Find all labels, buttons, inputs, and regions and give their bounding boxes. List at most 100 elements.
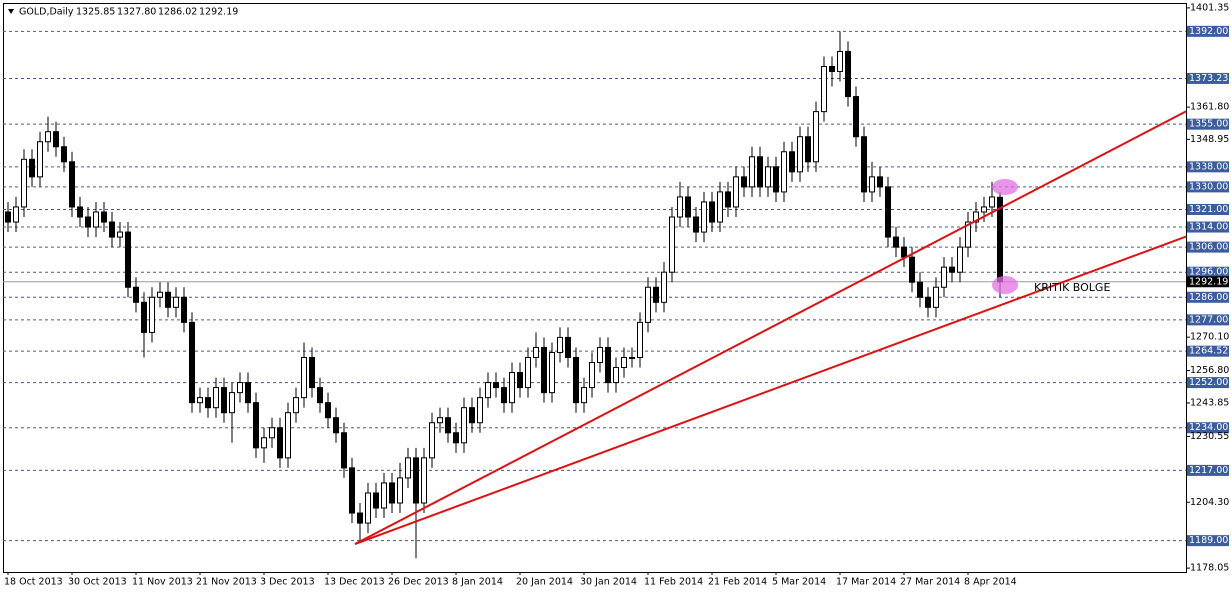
candle-body [413,457,419,504]
level-box [1187,241,1229,253]
candle-body [37,141,43,178]
x-tick-label: 26 Dec 2013 [388,577,449,588]
candle-body [677,196,683,218]
level-label: 1234.00 [1189,422,1228,433]
candle-body [341,432,347,469]
candle-body [77,206,83,218]
candle-body [461,407,467,444]
candle-body [333,417,339,434]
candle-body [581,387,587,404]
candle-body [173,296,179,308]
level-box [1187,25,1229,37]
x-tick-label: 30 Jan 2014 [580,577,637,588]
level-label: 1306.00 [1189,242,1228,253]
candle-body [501,387,507,404]
candle-body [669,216,675,273]
candle-body [405,457,411,479]
candle-body [557,336,563,353]
candle-body [869,176,875,193]
candle-body [701,201,707,233]
candle-body [301,356,307,399]
candle-body [533,346,539,358]
candle-body [421,457,427,504]
candle-body [645,286,651,323]
highlight [992,276,1018,294]
y-tick-label: 1178.05 [1190,563,1229,574]
candle-body [957,246,963,273]
x-tick-label: 27 Mar 2014 [900,577,960,588]
candle-body [509,372,515,404]
candle-body [277,427,283,459]
candle-body [885,186,891,238]
x-tick-label: 5 Mar 2014 [772,577,826,588]
candle-body [749,156,755,188]
bid-box [1187,276,1229,288]
level-label: 1217.00 [1189,465,1228,476]
candle-body [269,427,275,439]
candle-body [525,356,531,389]
candle-body [13,206,19,223]
candle-body [245,382,251,404]
candle-body [589,362,595,389]
candle-body [765,166,771,188]
candle-body [21,158,27,208]
level-box [1187,314,1229,326]
ohlc-open: 1325.85 [76,7,115,18]
candle-body [149,296,155,333]
candle-body [357,512,363,524]
candle-body [605,346,611,384]
candle-body [85,216,91,228]
level-box [1187,291,1229,303]
plot-frame [3,3,1187,573]
candle-body [485,382,491,399]
candle-body [821,65,827,113]
x-tick-label: 21 Nov 2013 [196,577,257,588]
level-box [1187,266,1229,278]
candle-body [285,412,291,459]
x-tick-label: 20 Jan 2014 [516,577,573,588]
candle-body [213,387,219,409]
y-tick-label: 1256.80 [1190,365,1229,376]
candle-body [349,467,355,514]
candle-body [813,111,819,163]
candle-body [829,65,835,72]
candle-body [933,286,939,308]
level-box [1187,464,1229,476]
menu-icon[interactable] [8,9,14,14]
x-tick-label: 11 Nov 2013 [132,577,193,588]
candle-body [637,321,643,358]
candle-body [221,387,227,414]
level-box [1187,161,1229,173]
candle-body [133,286,139,303]
level-label: 1330.00 [1189,181,1228,192]
candle-body [261,437,267,449]
level-box [1187,118,1229,130]
candle-body [365,492,371,524]
candle-body [861,136,867,193]
candle-body [517,372,523,389]
candle-body [389,482,395,504]
candle-body [621,356,627,369]
candle-body [909,256,915,283]
candle-body [61,146,67,163]
candle-body [253,402,259,449]
annotation: KRITIK BOLGE [1034,281,1110,294]
candle-body [613,367,619,384]
candle-body [805,136,811,163]
ohlc-close: 1292.19 [199,7,238,18]
candle-body [445,417,451,434]
candle-body [925,296,931,308]
candle-body [981,206,987,213]
y-tick-label: 1204.30 [1190,497,1229,508]
candle-body [717,191,723,223]
symbol: GOLD,Daily [19,7,74,18]
candle-body [541,346,547,394]
level-box [1187,221,1229,233]
candle-body [29,158,35,178]
candle-body [429,422,435,459]
candle-body [597,346,603,364]
candle-body [381,482,387,509]
y-tick-label: 1243.85 [1190,398,1229,409]
y-tick-label: 1361.80 [1190,102,1229,113]
level-label: 1252.00 [1189,377,1228,388]
